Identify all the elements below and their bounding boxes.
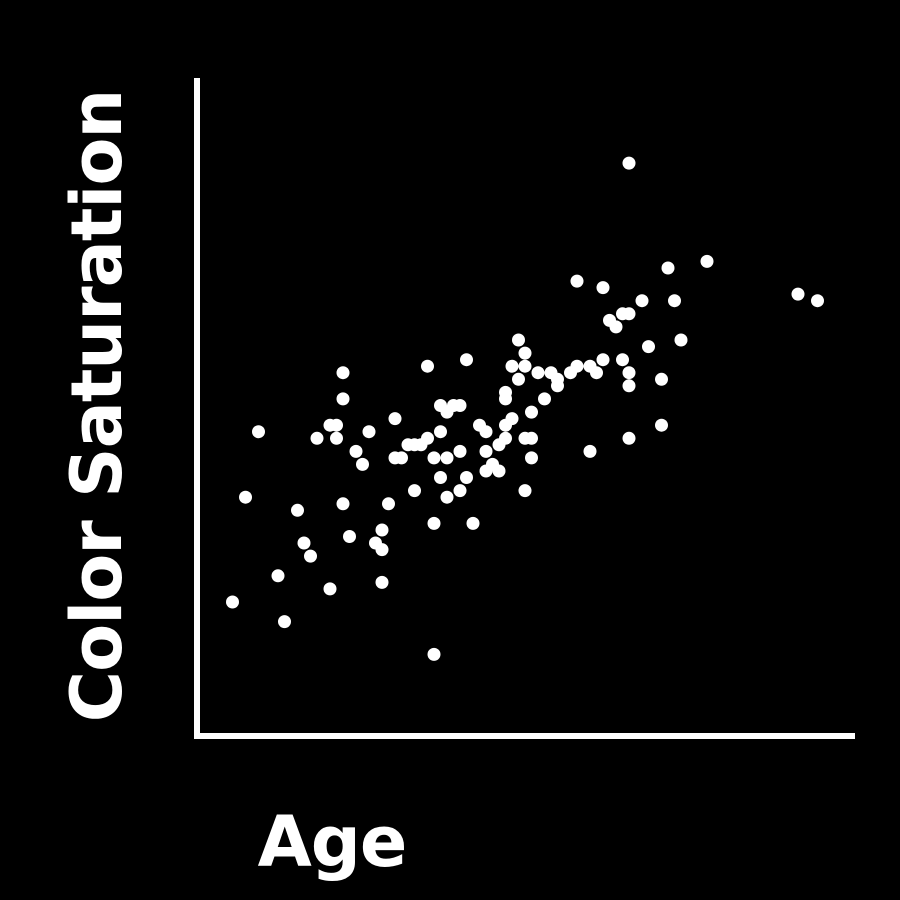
data-point (538, 392, 551, 406)
data-point (499, 431, 512, 445)
data-point (700, 254, 714, 268)
data-point (609, 320, 623, 334)
data-point (622, 366, 636, 380)
x-axis-label: Age (257, 801, 408, 883)
data-point (427, 647, 441, 661)
data-point (310, 431, 324, 445)
data-point (531, 366, 545, 380)
data-point (388, 412, 402, 426)
data-point (440, 490, 454, 504)
data-point (375, 523, 389, 537)
data-point (668, 294, 681, 308)
data-point (434, 471, 447, 484)
y-axis-label: Color Saturation (56, 89, 138, 723)
data-point (330, 418, 343, 432)
data-point (518, 346, 532, 360)
data-point (512, 333, 525, 347)
data-point (596, 281, 610, 295)
data-point (453, 484, 467, 498)
data-point (356, 457, 369, 471)
data-point (622, 431, 636, 445)
data-point (239, 490, 252, 504)
data-point (252, 425, 265, 439)
data-point (271, 569, 285, 583)
data-point (479, 444, 493, 458)
data-point (427, 451, 441, 465)
data-point (453, 444, 467, 458)
data-point (421, 431, 434, 445)
data-point (525, 431, 538, 445)
data-point (460, 353, 473, 367)
data-point (570, 274, 584, 288)
data-point (525, 451, 538, 465)
data-point (505, 412, 519, 426)
data-point (642, 340, 655, 354)
data-point (460, 471, 473, 484)
data-point (427, 516, 441, 530)
data-point (479, 425, 493, 439)
data-point (635, 294, 649, 308)
data-point (590, 366, 603, 380)
data-point (525, 405, 538, 419)
data-point (622, 156, 636, 170)
data-point (362, 425, 376, 439)
data-point (375, 543, 389, 557)
data-point (661, 261, 675, 275)
data-point (791, 287, 805, 301)
data-point (596, 353, 610, 367)
data-point (622, 379, 636, 393)
data-point (655, 418, 668, 432)
data-point (336, 392, 350, 406)
data-point (466, 516, 480, 530)
data-point (297, 536, 311, 550)
data-point (453, 399, 467, 412)
data-point (330, 431, 343, 445)
data-point (291, 503, 304, 517)
data-point (505, 359, 519, 373)
data-point (655, 372, 668, 386)
data-point (570, 359, 584, 373)
data-point (811, 294, 824, 308)
data-point (518, 359, 532, 373)
data-point (518, 484, 532, 498)
data-point (583, 444, 597, 458)
data-point (278, 615, 291, 629)
data-point (382, 497, 395, 511)
data-point (336, 497, 350, 511)
points-group (226, 156, 824, 661)
data-point (499, 392, 512, 406)
data-point (408, 484, 421, 498)
data-point (421, 359, 434, 373)
data-point (616, 353, 629, 367)
data-point (512, 372, 525, 386)
data-point (336, 366, 350, 380)
data-point (551, 379, 564, 393)
data-point (323, 582, 337, 596)
data-point (304, 549, 317, 563)
data-point (674, 333, 688, 347)
data-point (434, 425, 447, 439)
data-point (395, 451, 408, 465)
data-point (440, 451, 454, 465)
data-point (622, 307, 636, 321)
data-point (492, 464, 506, 478)
data-point (375, 575, 389, 589)
data-point (349, 444, 363, 458)
data-point (226, 595, 239, 609)
data-point (343, 530, 356, 543)
